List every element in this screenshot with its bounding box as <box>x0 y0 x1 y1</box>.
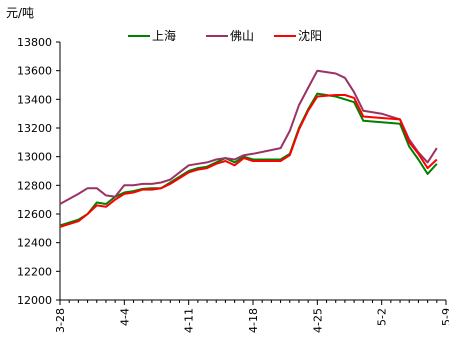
x-tick-label: 4-4 <box>118 308 131 326</box>
y-tick-label: 13200 <box>17 122 52 135</box>
x-tick-label: 3-28 <box>54 308 67 333</box>
y-tick-label: 12400 <box>17 237 52 250</box>
legend-label-0: 上海 <box>152 28 176 43</box>
x-tick-label: 5-9 <box>440 308 449 326</box>
x-tick-label: 5-2 <box>376 308 389 326</box>
legend: 上海 佛山 沈阳 <box>128 28 322 43</box>
x-tick-label: 4-25 <box>311 308 324 333</box>
y-tick-label: 12600 <box>17 208 52 221</box>
y-tick-label: 12000 <box>17 294 52 307</box>
x-axis: 3-28 4-4 4-11 4-18 4-25 5-2 5-9 <box>54 299 449 333</box>
y-unit-label: 元/吨 <box>6 6 34 20</box>
legend-label-2: 沈阳 <box>298 28 322 43</box>
y-tick-label: 13600 <box>17 65 52 78</box>
series-line-2 <box>59 94 438 228</box>
y-tick-label: 13400 <box>17 93 52 106</box>
series-line-0 <box>59 92 438 227</box>
y-axis: 12000 12200 12400 12600 12800 13000 13200 13400… <box>17 36 61 307</box>
series-lines <box>59 69 438 228</box>
y-tick-label: 12800 <box>17 179 52 192</box>
x-tick-label: 4-11 <box>183 308 196 333</box>
legend-label-1: 佛山 <box>230 29 254 43</box>
y-tick-label: 12200 <box>17 265 52 278</box>
series-line-1 <box>59 69 438 205</box>
y-tick-label: 13000 <box>17 151 52 164</box>
y-tick-label: 13800 <box>17 36 52 49</box>
x-tick-label: 4-18 <box>247 308 260 333</box>
